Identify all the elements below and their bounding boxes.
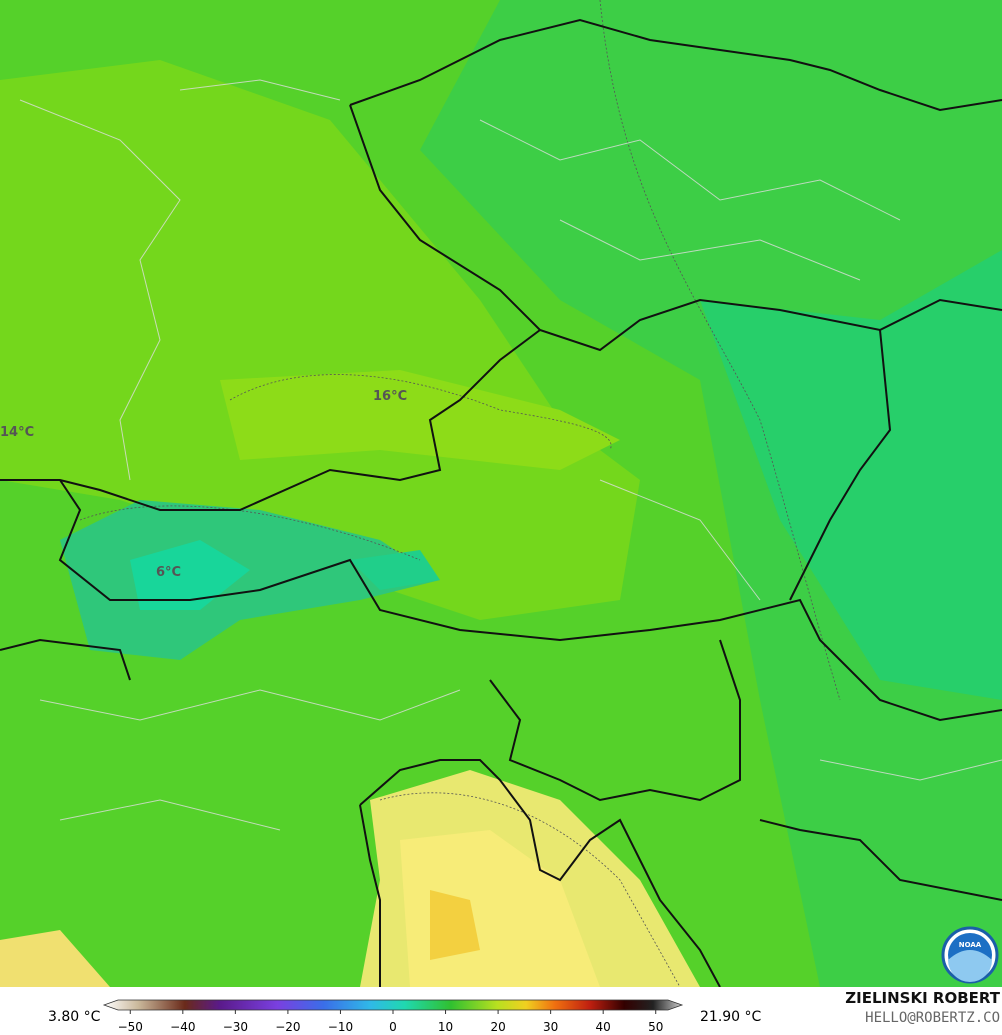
border	[789, 329, 892, 601]
footer	[0, 987, 1002, 1035]
colorbar-tick-label: 10	[438, 1020, 453, 1034]
author: ZIELINSKI ROBERT	[845, 989, 1000, 1007]
cool-east	[420, 0, 1002, 987]
logo-text: NOAA	[959, 941, 982, 949]
colorbar-tick-label: 0	[389, 1020, 397, 1034]
coastline	[359, 759, 721, 988]
admin-borders	[19, 79, 1002, 831]
warm-field	[0, 60, 640, 620]
email: HELLO@ROBERTZ.CO	[865, 1010, 1000, 1026]
border	[759, 819, 1002, 901]
colorbar-tick-label: −50	[118, 1020, 143, 1034]
colorbar-tick-label: 20	[490, 1020, 505, 1034]
hot-spot	[430, 890, 480, 960]
border	[349, 18, 1002, 112]
colorbar-tick-label: −30	[223, 1020, 248, 1034]
contour-label: 16°C	[373, 389, 407, 404]
noaa-logo: NOAA	[941, 926, 999, 984]
colorbar-bar	[102, 999, 684, 1011]
warm-west	[0, 930, 110, 987]
colorbar: −50 −40 −30 −20 −10 0 10 20 30 40 50	[102, 999, 684, 1034]
coastline	[359, 804, 381, 987]
map: 16°C 14°C 6°C NOAA	[0, 0, 1002, 988]
min-label: 3.80 °C	[48, 1009, 101, 1025]
colorbar-tick-label: 50	[648, 1020, 663, 1034]
max-label: 21.90 °C	[700, 1009, 762, 1025]
colorbar-tick-label: −10	[328, 1020, 353, 1034]
border	[349, 104, 1002, 352]
alps-core	[130, 540, 250, 610]
contour-label: 14°C	[0, 425, 34, 440]
colorbar-tick-label: 30	[543, 1020, 558, 1034]
warm-core	[220, 370, 620, 470]
contour-label: 6°C	[156, 565, 181, 580]
cool-east-core	[700, 250, 1002, 700]
border	[58, 479, 1002, 722]
contour	[379, 792, 681, 988]
contour	[599, 0, 841, 701]
alps-cold	[60, 500, 440, 660]
colorbar-tick-label: −40	[170, 1020, 195, 1034]
alps-core-east	[350, 550, 440, 590]
colorbar-tick-label: 40	[596, 1020, 611, 1034]
contour	[229, 374, 612, 451]
border	[0, 638, 741, 802]
border	[0, 329, 541, 511]
colorbar-tick-label: −20	[275, 1020, 300, 1034]
